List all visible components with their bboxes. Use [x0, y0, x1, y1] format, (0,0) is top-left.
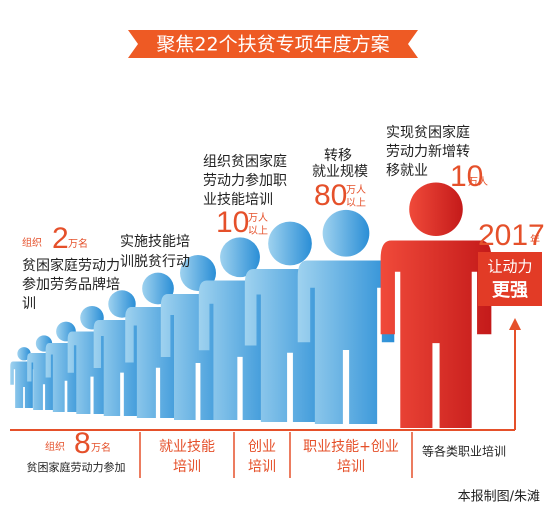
bottom-item: 就业技能培训 [159, 439, 215, 475]
note-text: 贫困家庭劳动力参加劳务品牌培训 [22, 257, 120, 312]
note-unit: 万人以上 [248, 212, 268, 237]
credit: 本报制图/朱滩 [458, 490, 540, 505]
bottom-item: 职业技能+创业培训 [303, 439, 399, 475]
body [244, 269, 336, 422]
body [297, 260, 395, 424]
note-num: 80 [314, 179, 347, 212]
bottom-item: 等各类职业培训 [422, 444, 506, 459]
year-unit: 年 [530, 233, 540, 246]
bottom-num: 8 [74, 427, 91, 460]
dividers [139, 432, 413, 478]
note-num: 2 [52, 222, 69, 255]
note-text: 转移 [324, 148, 352, 164]
head [220, 237, 260, 278]
note-num: 10 [450, 160, 483, 193]
head [322, 209, 370, 257]
bottom-pre: 组织 [45, 440, 65, 453]
slogan-box [478, 252, 542, 306]
arrow-head [509, 318, 521, 330]
bottom-item: 创业培训 [248, 439, 276, 475]
title: 聚焦22个扶贫专项年度方案 [156, 34, 389, 56]
note-unit: 万人 [468, 176, 488, 188]
bottom-unit: 万名 [91, 441, 111, 454]
note-unit: 万人以上 [346, 184, 366, 209]
note-text: 贫困家庭劳动力参加劳务品牌培训 [22, 257, 120, 312]
slogan: 让动力 [487, 258, 532, 276]
note-unit: 万名 [68, 237, 88, 250]
figure-red [380, 182, 492, 428]
body [27, 353, 61, 410]
note-text: 实施技能培训脱贫行动 [120, 234, 190, 270]
figure [198, 237, 282, 420]
head [409, 182, 463, 237]
note-pre: 组织 [22, 236, 42, 249]
body [45, 343, 87, 412]
slogan: 更强 [492, 280, 528, 301]
body [198, 280, 282, 420]
note-text: 组织贫困家庭劳动力参加职业技能培训 [203, 153, 287, 208]
year: 2017 [478, 219, 545, 252]
figures [10, 182, 492, 428]
body [380, 240, 492, 428]
title-banner [128, 30, 418, 58]
figure [244, 221, 336, 422]
bottom-text: 贫困家庭劳动力参加 [27, 460, 126, 474]
head [268, 221, 312, 266]
body [93, 320, 151, 416]
note-text: 实现贫困家庭劳动力新增转移就业 [386, 124, 470, 179]
figure [297, 209, 395, 424]
note-text: 就业规模 [312, 164, 368, 180]
note-num: 10 [216, 206, 249, 239]
